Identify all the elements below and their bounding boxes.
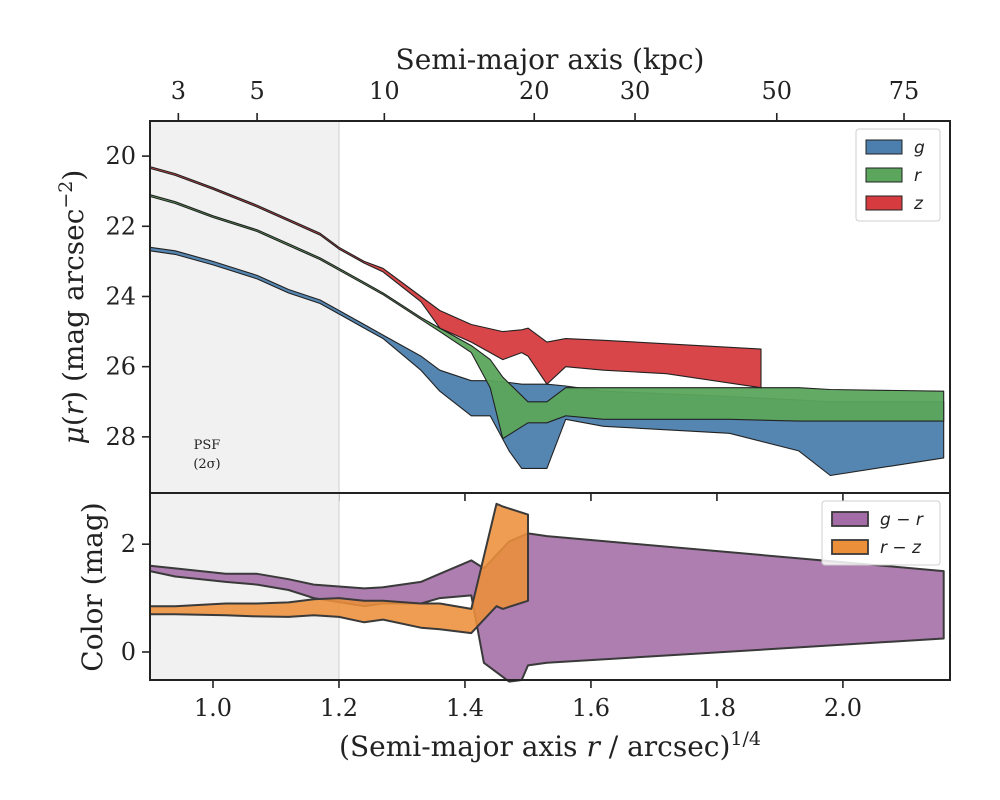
x-tick-label: 1.0: [194, 694, 232, 722]
psf-region: [150, 121, 339, 493]
legend-label: g − r: [880, 510, 924, 530]
band-gr: [149, 532, 945, 683]
surface-brightness-series: [149, 166, 945, 477]
band-legend: grz: [855, 128, 941, 222]
legend-swatch: [831, 539, 869, 555]
color-panel: 0 2 1.0 1.2 1.4 1.6 1.8 2.0 g − r r − z: [121, 492, 951, 722]
top-tick-label: 30: [620, 77, 651, 105]
band-r: [149, 194, 945, 440]
legend-label: z: [913, 194, 924, 214]
color-frame: [149, 492, 951, 681]
y-tick-label: 24: [105, 282, 136, 310]
y-tick-label: 2: [121, 530, 136, 558]
y-tick-label: 26: [105, 353, 136, 381]
legend-swatch: [865, 195, 903, 211]
legend-label: r − z: [880, 538, 922, 558]
color-ticks: 0 2 1.0 1.2 1.4 1.6 1.8 2.0: [121, 530, 862, 722]
band-rz: [149, 502, 529, 635]
y-tick-label: 22: [105, 212, 136, 240]
surface-brightness-ylabel: μ(r) (mag arcsec−2): [55, 170, 90, 445]
surface-brightness-ticks: 20 22 24 26 28 3 5 10 20 30 50 75: [105, 77, 919, 501]
top-tick-label: 5: [249, 77, 264, 105]
legend-swatch: [831, 511, 869, 527]
psf-label: PSF: [194, 438, 221, 453]
x-tick-label: 1.6: [572, 694, 610, 722]
y-tick-label: 0: [121, 638, 136, 666]
top-tick-label: 10: [369, 77, 400, 105]
legend-label: r: [914, 166, 922, 186]
surface-brightness-panel: 20 22 24 26 28 3 5 10 20 30 50 75 PSF (2σ) grz: [105, 77, 951, 501]
color-ylabel: Color (mag): [76, 502, 109, 671]
color-series: [149, 502, 945, 683]
top-axis-title: Semi-major axis (kpc): [396, 43, 705, 76]
x-tick-label: 1.4: [446, 694, 484, 722]
psf-label-sigma: (2σ): [193, 457, 220, 472]
color-legend: g − r r − z: [821, 500, 941, 566]
x-tick-label: 1.2: [320, 694, 358, 722]
legend-swatch: [865, 167, 903, 183]
x-tick-label: 1.8: [698, 694, 736, 722]
top-tick-label: 20: [519, 77, 550, 105]
legend-swatch: [865, 139, 903, 155]
bottom-xlabel: (Semi-major axis r / arcsec)1/4: [339, 728, 761, 763]
x-tick-label: 2.0: [824, 694, 862, 722]
top-tick-label: 75: [889, 77, 920, 105]
band-z: [149, 166, 762, 389]
legend-label: g: [914, 138, 925, 158]
y-tick-label: 28: [105, 423, 136, 451]
top-tick-label: 3: [171, 77, 186, 105]
y-tick-label: 20: [105, 142, 136, 170]
top-tick-label: 50: [761, 77, 792, 105]
